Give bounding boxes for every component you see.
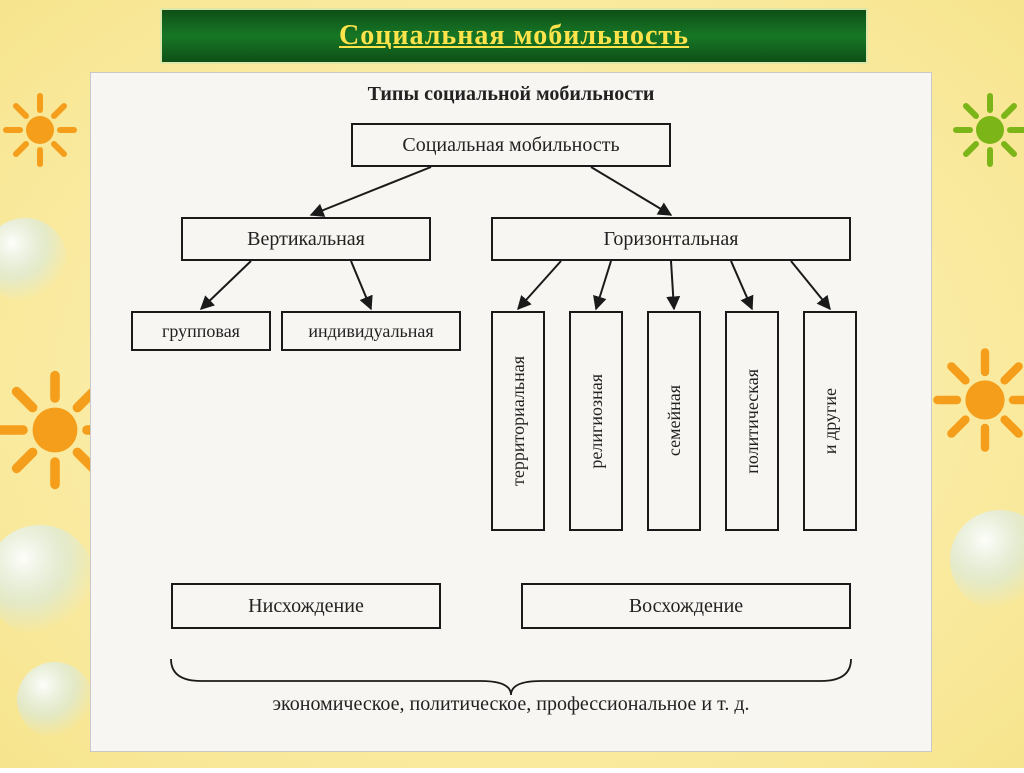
node-horiz: Горизонтальная [491,217,851,261]
node-indiv: индивидуальная [281,311,461,351]
footer-text: экономическое, политическое, профессиона… [171,693,851,716]
node-horizontal-2: семейная [647,311,701,531]
node-up: Восхождение [521,583,851,629]
node-horizontal-3: политическая [725,311,779,531]
diagram-subtitle: Типы социальной мобильности [91,83,931,106]
node-horizontal-1: религиозная [569,311,623,531]
title-text: Социальная мобильность [339,20,689,52]
node-down: Нисхождение [171,583,441,629]
title-banner: Социальная мобильность [160,8,868,64]
node-vert: Вертикальная [181,217,431,261]
node-horizontal-4: и другие [803,311,857,531]
node-group: групповая [131,311,271,351]
node-root: Социальная мобильность [351,123,671,167]
node-horizontal-0: территориальная [491,311,545,531]
diagram-paper: Типы социальной мобильности Социальная м… [90,72,932,752]
slide: Социальная мобильность Типы социальной м… [0,0,1024,768]
